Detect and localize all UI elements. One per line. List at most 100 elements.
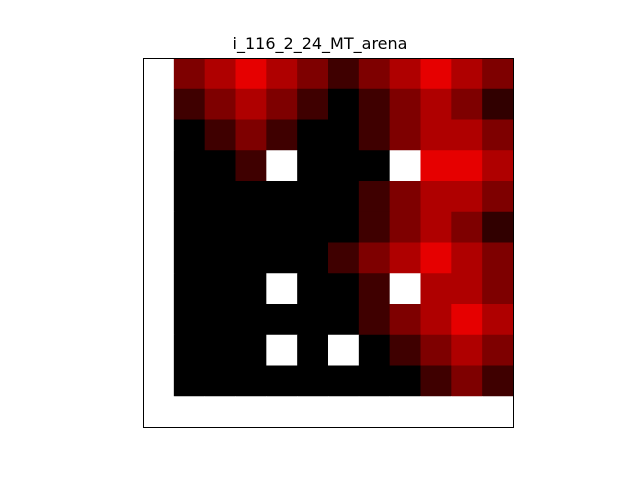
heatmap-cell xyxy=(482,150,514,182)
heatmap-cell xyxy=(420,242,452,274)
heatmap-cell xyxy=(297,119,329,151)
heatmap-cell xyxy=(358,304,391,336)
heatmap-cell xyxy=(482,365,514,397)
heatmap-cell xyxy=(173,181,206,213)
heatmap-cell xyxy=(328,119,360,151)
heatmap-cell xyxy=(204,273,236,305)
heatmap-cell xyxy=(482,211,514,243)
heatmap-cell xyxy=(204,365,236,397)
heatmap-cell xyxy=(173,242,206,274)
heatmap-cell xyxy=(389,150,421,182)
chart-title: i_116_2_24_MT_arena xyxy=(232,34,408,53)
heatmap-cell xyxy=(328,334,360,366)
heatmap-cell xyxy=(297,150,329,182)
heatmap-cell xyxy=(389,334,421,366)
heatmap-cell xyxy=(266,181,298,213)
heatmap-cell xyxy=(420,304,452,336)
heatmap-cell xyxy=(389,396,421,428)
heatmap-cell xyxy=(143,88,175,120)
heatmap-cell xyxy=(235,273,267,305)
heatmap-cell xyxy=(358,119,391,151)
heatmap-cell xyxy=(389,181,421,213)
heatmap-cell xyxy=(482,58,514,90)
heatmap-cell xyxy=(482,396,514,428)
heatmap-cell xyxy=(266,150,298,182)
heatmap-cell xyxy=(143,211,175,243)
heatmap-cell xyxy=(266,58,298,90)
heatmap-cell xyxy=(482,334,514,366)
heatmap-cell xyxy=(143,58,175,90)
heatmap-cell xyxy=(451,211,483,243)
heatmap-cell xyxy=(451,88,483,120)
heatmap-cell xyxy=(266,334,298,366)
heatmap-cell xyxy=(389,304,421,336)
heatmap-cell xyxy=(173,211,206,243)
heatmap-cell xyxy=(482,88,514,120)
heatmap-cell xyxy=(389,58,421,90)
heatmap-cell xyxy=(328,181,360,213)
heatmap-cell xyxy=(297,242,329,274)
heatmap-cell xyxy=(482,181,514,213)
heatmap-cell xyxy=(420,58,452,90)
heatmap-cell xyxy=(235,119,267,151)
heatmap-cell xyxy=(297,273,329,305)
heatmap-cell xyxy=(451,119,483,151)
plot-frame xyxy=(143,58,514,428)
heatmap-cell xyxy=(328,88,360,120)
heatmap-cell xyxy=(143,334,175,366)
heatmap-cell xyxy=(420,119,452,151)
heatmap-cell xyxy=(173,334,206,366)
heatmap-cell xyxy=(173,150,206,182)
heatmap-cell xyxy=(328,211,360,243)
heatmap-cell xyxy=(297,304,329,336)
heatmap-cell xyxy=(266,119,298,151)
heatmap-cell xyxy=(173,304,206,336)
heatmap-cell xyxy=(204,58,236,90)
heatmap-cell xyxy=(420,273,452,305)
heatmap-cell xyxy=(173,58,206,90)
heatmap-cell xyxy=(358,396,391,428)
heatmap-cell xyxy=(235,365,267,397)
heatmap-cell xyxy=(482,242,514,274)
heatmap-cell xyxy=(266,273,298,305)
heatmap-cell xyxy=(328,304,360,336)
heatmap-cell xyxy=(143,273,175,305)
heatmap-cell xyxy=(143,242,175,274)
heatmap-cell xyxy=(204,304,236,336)
heatmap-cell xyxy=(204,211,236,243)
heatmap-cell xyxy=(482,119,514,151)
heatmap-cell xyxy=(297,181,329,213)
heatmap-cell xyxy=(358,150,391,182)
heatmap-cell xyxy=(420,181,452,213)
heatmap-cell xyxy=(358,211,391,243)
heatmap-cell xyxy=(389,273,421,305)
heatmap-cell xyxy=(143,396,175,428)
heatmap-cell xyxy=(328,365,360,397)
heatmap-cell xyxy=(235,58,267,90)
heatmap-cell xyxy=(420,211,452,243)
heatmap-cell xyxy=(451,304,483,336)
heatmap-cell xyxy=(328,242,360,274)
heatmap-cell xyxy=(173,365,206,397)
heatmap-cell xyxy=(235,334,267,366)
heatmap-cell xyxy=(143,181,175,213)
heatmap-cell xyxy=(482,304,514,336)
heatmap-cell xyxy=(358,334,391,366)
heatmap-cell xyxy=(389,88,421,120)
heatmap-cell xyxy=(358,58,391,90)
heatmap-cell xyxy=(420,334,452,366)
heatmap-cell xyxy=(358,242,391,274)
heatmap-cell xyxy=(204,334,236,366)
heatmap-cell xyxy=(451,150,483,182)
heatmap-cell xyxy=(358,365,391,397)
heatmap-cell xyxy=(235,242,267,274)
heatmap-cell xyxy=(143,365,175,397)
heatmap-cell xyxy=(143,304,175,336)
heatmap-cell xyxy=(143,150,175,182)
heatmap-cell xyxy=(451,58,483,90)
heatmap-cell xyxy=(420,365,452,397)
heatmap-cell xyxy=(482,273,514,305)
heatmap-cell xyxy=(297,365,329,397)
heatmap-cell xyxy=(328,273,360,305)
heatmap-cell xyxy=(328,396,360,428)
